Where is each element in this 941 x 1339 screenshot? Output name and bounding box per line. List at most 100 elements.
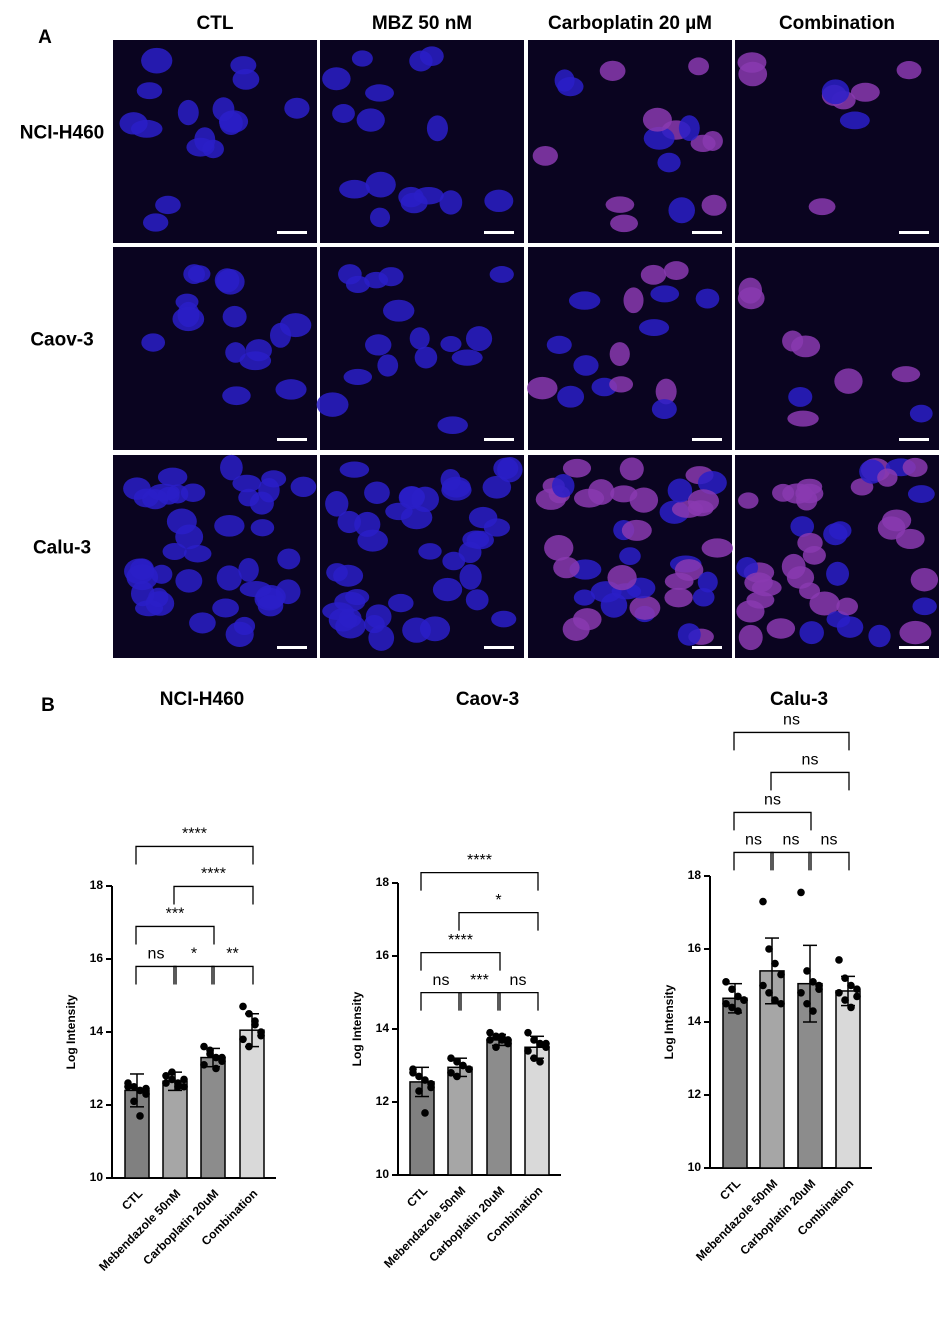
- y-tick-label: 16: [376, 948, 390, 962]
- data-point: [498, 1032, 506, 1041]
- nucleus: [157, 467, 188, 487]
- data-point: [162, 1072, 170, 1080]
- data-point: [136, 1086, 144, 1095]
- data-point: [765, 989, 773, 997]
- data-point: [809, 978, 817, 986]
- bar: [835, 990, 861, 1169]
- significance-bracket: [733, 811, 812, 831]
- nucleus: [629, 487, 659, 513]
- nucleus: [623, 287, 644, 314]
- data-point: [835, 989, 843, 997]
- data-point: [409, 1069, 417, 1077]
- nucleus: [413, 186, 444, 205]
- nucleus: [491, 610, 517, 628]
- x-tick-label: CTL: [717, 1176, 743, 1202]
- scale-bar: [277, 646, 307, 649]
- nucleus: [261, 470, 287, 488]
- nucleus: [222, 305, 247, 328]
- nucleus: [697, 571, 718, 593]
- nucleus: [326, 563, 348, 582]
- row-label: Caov-3: [30, 330, 93, 351]
- nucleus: [907, 485, 935, 503]
- bar: [162, 1080, 188, 1179]
- scale-bar: [484, 646, 514, 649]
- data-point: [797, 888, 805, 897]
- column-header: Combination: [779, 13, 895, 34]
- nucleus: [738, 492, 759, 509]
- data-point: [218, 1053, 226, 1062]
- nucleus: [562, 458, 592, 478]
- nucleus: [225, 621, 254, 648]
- y-tick-label: 18: [90, 878, 104, 892]
- data-point: [536, 1039, 544, 1048]
- column-header: CTL: [197, 13, 234, 34]
- nucleus: [357, 529, 388, 552]
- data-point: [542, 1039, 550, 1048]
- nucleus: [642, 107, 672, 132]
- scale-bar: [484, 231, 514, 234]
- data-point: [740, 996, 748, 1004]
- nucleus: [619, 457, 644, 481]
- column-header: MBZ 50 nM: [372, 13, 472, 34]
- nucleus: [290, 476, 317, 498]
- significance-bracket: [458, 912, 539, 931]
- nucleus: [826, 610, 851, 628]
- nucleus: [799, 621, 824, 645]
- panel-label: B: [41, 695, 55, 716]
- nucleus: [664, 587, 693, 608]
- nucleus: [809, 591, 840, 616]
- significance-label: *: [495, 892, 501, 909]
- nucleus: [489, 266, 514, 283]
- data-point: [771, 959, 779, 968]
- nucleus: [687, 500, 714, 517]
- nucleus: [177, 99, 199, 126]
- nucleus: [440, 468, 461, 491]
- nucleus: [836, 597, 858, 616]
- nucleus: [674, 559, 704, 581]
- nucleus: [155, 195, 181, 215]
- scale-bar: [692, 438, 722, 441]
- nucleus: [678, 115, 700, 142]
- nucleus: [736, 557, 759, 578]
- nucleus: [119, 112, 148, 135]
- data-point: [777, 999, 785, 1008]
- nucleus: [791, 335, 821, 358]
- scale-bar: [277, 438, 307, 441]
- nucleus: [609, 376, 634, 393]
- nucleus: [795, 483, 824, 504]
- nucleus: [688, 57, 710, 76]
- nucleus: [183, 264, 206, 284]
- data-point: [427, 1083, 435, 1092]
- bar: [200, 1056, 226, 1179]
- nucleus: [663, 261, 689, 280]
- data-point: [759, 897, 767, 906]
- nucleus: [364, 481, 390, 505]
- nucleus: [166, 484, 189, 504]
- micrograph: [735, 247, 939, 450]
- significance-label: ns: [148, 946, 165, 963]
- data-point: [447, 1069, 455, 1077]
- nucleus: [284, 97, 310, 119]
- data-point: [803, 999, 811, 1008]
- nucleus: [568, 291, 601, 310]
- nucleus: [172, 306, 205, 332]
- significance-label: ns: [802, 752, 819, 769]
- data-point: [530, 1054, 538, 1062]
- nucleus: [823, 523, 848, 546]
- nucleus: [607, 565, 637, 591]
- data-point: [180, 1082, 188, 1091]
- nucleus: [245, 339, 272, 362]
- nucleus: [736, 600, 765, 623]
- nucleus: [573, 589, 596, 606]
- nucleus: [677, 623, 701, 646]
- data-point: [421, 1076, 429, 1084]
- nucleus: [465, 589, 489, 611]
- nucleus: [277, 548, 301, 570]
- significance-bracket: [135, 925, 215, 945]
- nucleus: [588, 479, 615, 505]
- y-tick-label: 14: [90, 1024, 104, 1038]
- significance-bracket: [808, 851, 850, 871]
- nucleus: [643, 126, 675, 150]
- nucleus: [655, 378, 677, 405]
- y-tick-label: 12: [376, 1094, 390, 1108]
